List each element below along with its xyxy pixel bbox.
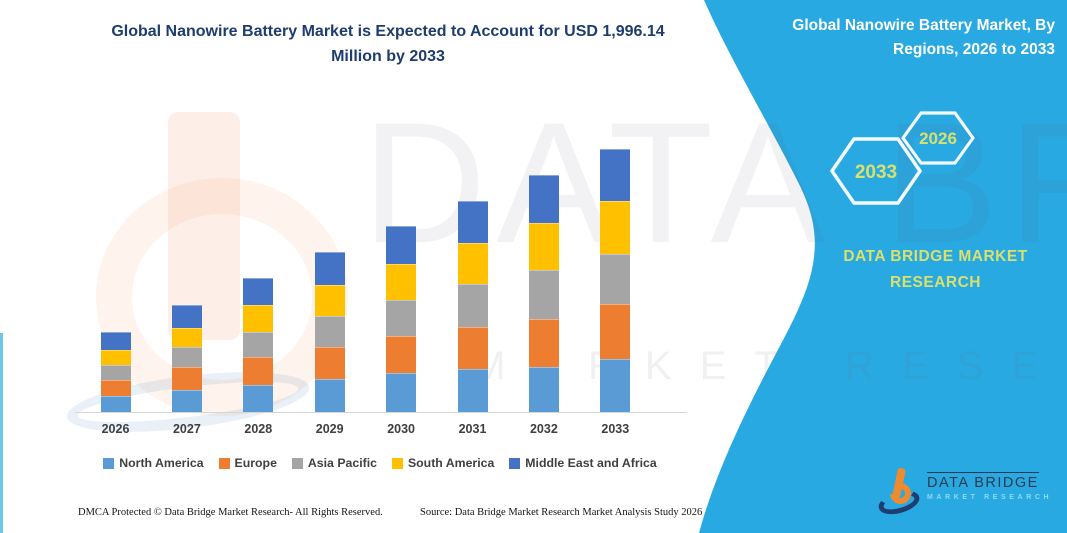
bar-segment-north-america	[457, 369, 488, 412]
hexagon-outline	[830, 137, 922, 205]
bar-segment-south-america	[243, 304, 274, 332]
bar-segment-middle-east-and-africa	[528, 174, 559, 223]
bar-segment-asia-pacific	[457, 284, 488, 328]
bar-segment-europe	[528, 318, 559, 367]
blue-band-shape	[699, 0, 1067, 533]
hexagon-badge-2033: 2033	[830, 137, 922, 205]
legend-item: South America	[391, 456, 495, 470]
x-tick-label: 2033	[601, 422, 630, 436]
footer-dmca: DMCA Protected © Data Bridge Market Rese…	[78, 507, 383, 518]
x-tick-label: 2032	[529, 422, 558, 436]
hexagon-badge-2026: 2026	[901, 111, 975, 165]
bar-segment-middle-east-and-africa	[100, 332, 131, 351]
main-title: Global Nanowire Battery Market is Expect…	[111, 23, 665, 65]
logo-swoosh-icon	[875, 486, 923, 519]
legend-swatch	[103, 457, 115, 469]
x-tick-label: 2026	[101, 422, 130, 436]
legend-swatch	[218, 457, 230, 469]
bar-segment-europe	[100, 380, 131, 397]
bar-segment-middle-east-and-africa	[600, 148, 631, 202]
logo-text-block: DATA BRIDGE MARKET RESEARCH	[927, 472, 1053, 501]
bar-segment-middle-east-and-africa	[314, 252, 345, 286]
logo-name: DATA BRIDGE	[927, 475, 1039, 491]
legend-swatch	[391, 457, 403, 469]
bar-segment-north-america	[600, 359, 631, 412]
bar-segment-middle-east-and-africa	[457, 201, 488, 244]
brand-name: DATA BRIDGE MARKET RESEARCH	[843, 248, 1028, 291]
bar-segment-north-america	[314, 379, 345, 412]
bar-segment-asia-pacific	[528, 269, 559, 319]
bar-segment-north-america	[171, 390, 202, 412]
bar-2026	[100, 332, 131, 412]
bar-segment-north-america	[100, 396, 131, 412]
bar-plot	[75, 110, 687, 413]
logo-divider-line	[927, 472, 1039, 473]
legend-label: Europe	[234, 456, 277, 470]
left-edge-accent-line	[0, 333, 3, 533]
bar-segment-asia-pacific	[600, 254, 631, 305]
bar-2027	[171, 304, 202, 412]
bar-segment-asia-pacific	[243, 331, 274, 357]
bar-segment-south-america	[528, 222, 559, 270]
bar-2033	[600, 148, 631, 412]
dbmr-logo: DATA BRIDGE MARKET RESEARCH	[874, 458, 1049, 520]
bar-segment-europe	[386, 335, 417, 373]
bar-segment-south-america	[386, 264, 417, 300]
bar-segment-europe	[457, 327, 488, 370]
x-axis-labels: 2026 2027 2028 2029 2030 2031 2032 2033	[75, 422, 687, 440]
x-tick-label: 2031	[458, 422, 487, 436]
legend-swatch	[291, 457, 303, 469]
bar-2030	[386, 226, 417, 412]
logo-tagline: MARKET RESEARCH	[927, 494, 1053, 501]
hexagon-outline	[901, 111, 975, 165]
x-tick-label: 2029	[315, 422, 344, 436]
bar-2032	[528, 174, 559, 412]
bar-segment-europe	[600, 304, 631, 360]
bar-segment-middle-east-and-africa	[243, 277, 274, 305]
legend-item: Middle East and Africa	[509, 456, 657, 470]
bar-segment-middle-east-and-africa	[171, 304, 202, 328]
bar-segment-europe	[314, 347, 345, 380]
bar-segment-south-america	[171, 327, 202, 347]
legend-item: North America	[103, 456, 204, 470]
bar-2028	[243, 277, 274, 412]
legend-label: Asia Pacific	[307, 456, 377, 470]
bar-segment-asia-pacific	[386, 300, 417, 336]
bar-segment-middle-east-and-africa	[386, 226, 417, 265]
bar-segment-south-america	[314, 285, 345, 317]
bar-2031	[457, 201, 488, 412]
bar-segment-asia-pacific	[171, 346, 202, 367]
chart-legend: North America Europe Asia Pacific South Ame…	[70, 456, 690, 470]
legend-label: South America	[407, 456, 495, 470]
bar-segment-south-america	[600, 201, 631, 254]
legend-label: Middle East and Africa	[525, 456, 657, 470]
bar-segment-north-america	[386, 373, 417, 412]
legend-item: Asia Pacific	[291, 456, 377, 470]
bar-segment-south-america	[457, 243, 488, 285]
legend-swatch	[509, 457, 521, 469]
x-tick-label: 2030	[387, 422, 415, 436]
bar-2029	[314, 252, 345, 412]
bar-segment-north-america	[243, 384, 274, 412]
bar-segment-south-america	[100, 350, 131, 366]
legend-label: North America	[119, 456, 204, 470]
bar-segment-asia-pacific	[100, 365, 131, 381]
bar-segment-asia-pacific	[314, 316, 345, 348]
footer-source: Source: Data Bridge Market Research Mark…	[420, 507, 703, 518]
hexagon-year-label: 2033	[855, 162, 897, 183]
hexagon-year-label: 2026	[919, 129, 957, 148]
bar-segment-europe	[243, 356, 274, 385]
legend-item: Europe	[218, 456, 277, 470]
x-tick-label: 2027	[172, 422, 201, 436]
side-panel-title: Global Nanowire Battery Market, By Regio…	[792, 17, 1055, 59]
bar-segment-europe	[171, 366, 202, 390]
bar-segment-north-america	[528, 366, 559, 412]
x-tick-label: 2028	[244, 422, 273, 436]
